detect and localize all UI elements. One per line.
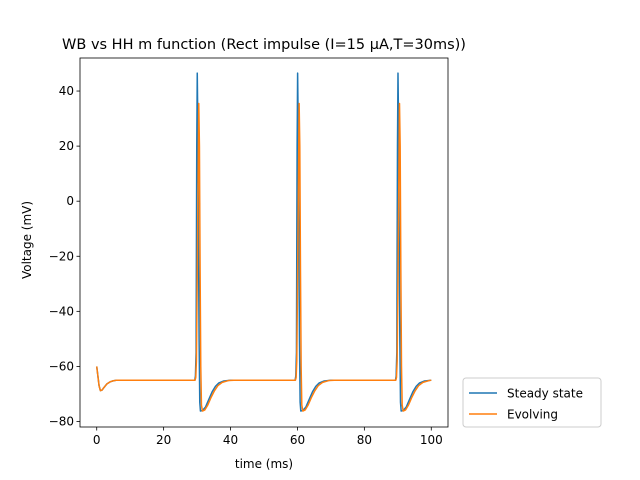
- x-tick-label: 100: [420, 433, 443, 447]
- y-tick-label: 0: [66, 194, 74, 208]
- series-line-steady-state: [95, 72, 432, 412]
- x-axis: 0 20 40 60 80 100: [93, 427, 443, 447]
- y-tick-label: −20: [49, 249, 74, 263]
- y-tick-label: 20: [59, 139, 74, 153]
- legend-box: [462, 377, 602, 428]
- x-tick-label: 80: [357, 433, 372, 447]
- legend: Steady state Evolving: [462, 377, 602, 428]
- legend-label: Evolving: [507, 408, 558, 422]
- y-tick-label: −80: [49, 414, 74, 428]
- series-line-evolving: [95, 102, 432, 412]
- y-tick-label: −60: [49, 359, 74, 373]
- x-tick-label: 60: [290, 433, 305, 447]
- legend-label: Steady state: [507, 387, 583, 401]
- chart-title: WB vs HH m function (Rect impulse (I=15 …: [62, 37, 466, 53]
- x-axis-label: time (ms): [235, 457, 293, 471]
- plot-frame: [79, 57, 449, 428]
- y-axis: −80 −60 −40 −20 0 20 40: [49, 84, 80, 428]
- x-tick-label: 40: [223, 433, 238, 447]
- y-axis-label: Voltage (mV): [20, 201, 34, 279]
- plot-area: [79, 57, 449, 428]
- y-tick-label: −40: [49, 304, 74, 318]
- x-tick-label: 20: [156, 433, 171, 447]
- x-tick-label: 0: [93, 433, 101, 447]
- y-tick-label: 40: [59, 84, 74, 98]
